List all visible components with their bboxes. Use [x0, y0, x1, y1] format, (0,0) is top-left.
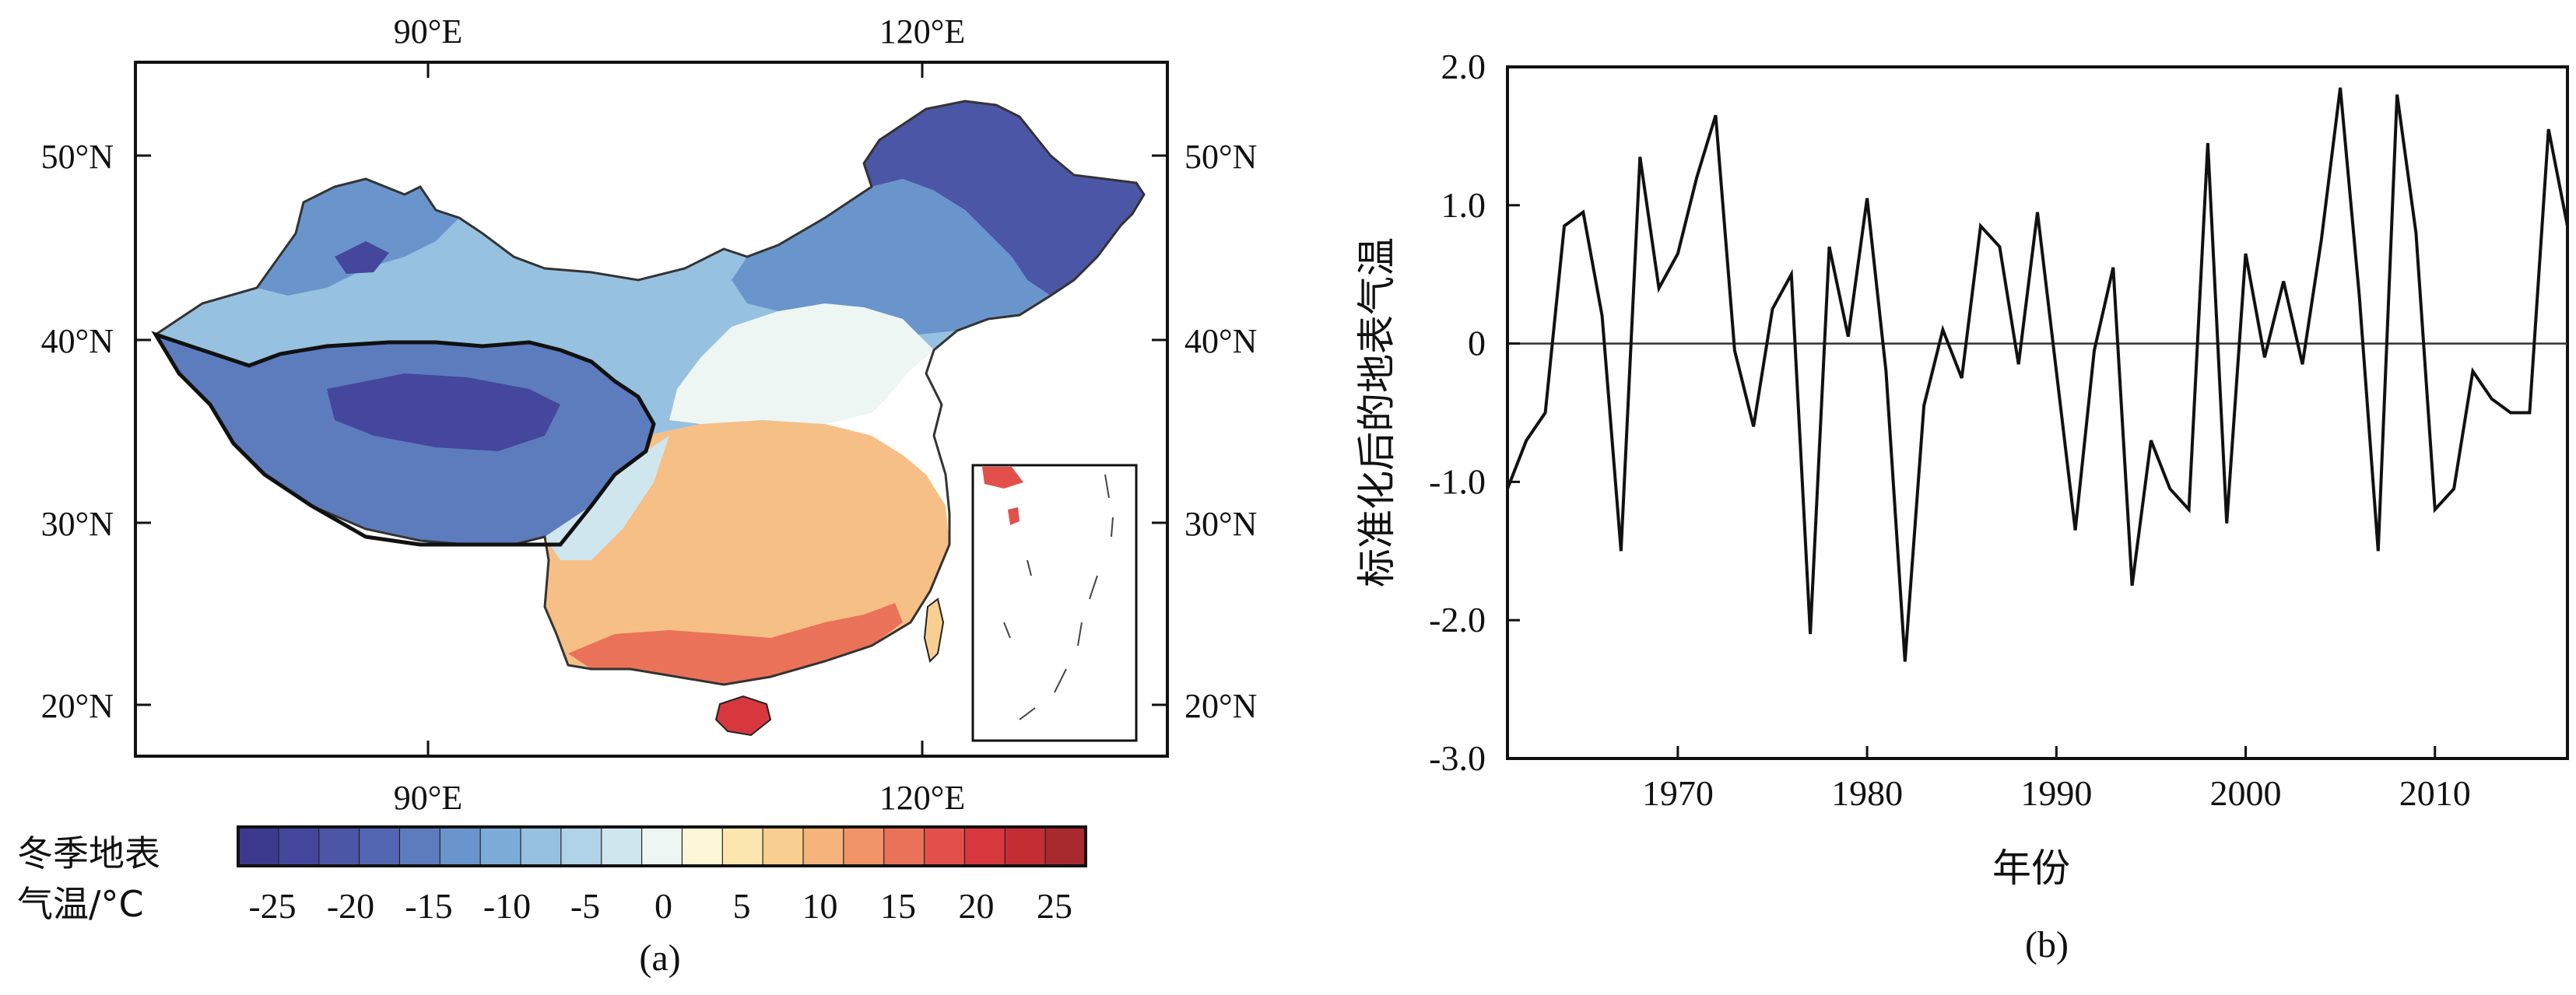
y-tick-label: -3.0: [1429, 738, 1486, 778]
y-tick-label: 0: [1468, 324, 1486, 363]
colorbar-swatch: [722, 827, 763, 866]
top-lon-tick-90: 90°E: [394, 12, 462, 51]
colorbar-swatch: [803, 827, 844, 866]
colorbar-tick-label: -5: [570, 886, 600, 926]
colorbar-tick-label: -20: [327, 886, 374, 926]
colorbar-tick-label: -10: [483, 886, 531, 926]
colorbar-swatch: [399, 827, 440, 866]
colorbar-swatch: [279, 827, 319, 866]
colorbar-tick-label: 20: [959, 886, 995, 926]
right-lat-tick-40: 40°N: [1184, 322, 1257, 360]
x-axis-label: 年份: [1992, 846, 2070, 891]
colorbar-title-line1: 冬季地表: [17, 832, 160, 874]
left-lat-tick-30: 30°N: [41, 505, 114, 543]
x-tick-label: 1980: [1831, 773, 1903, 813]
right-lat-tick-50: 50°N: [1184, 138, 1257, 176]
x-tick-label: 1970: [1642, 773, 1714, 813]
colorbar-swatch: [884, 827, 925, 866]
colorbar-swatch: [1045, 827, 1086, 866]
bottom-lon-tick-120: 120°E: [879, 779, 965, 817]
bottom-lon-tick-90: 90°E: [394, 779, 462, 817]
colorbar-tick-labels: -25 -20 -15 -10 -5 0 5 10 15 20 25: [248, 886, 1072, 926]
colorbar-tick-label: 0: [655, 886, 672, 926]
panel-b-label: (b): [2025, 924, 2069, 965]
colorbar-tick-label: 15: [880, 886, 916, 926]
colorbar-swatch: [642, 827, 683, 866]
colorbar-swatch: [440, 827, 480, 866]
right-lat-tick-30: 30°N: [1184, 505, 1257, 543]
y-axis-label: 标准化后的地表气温: [1354, 237, 1399, 587]
colorbar-swatch: [763, 827, 803, 866]
colorbar-swatch: [602, 827, 642, 866]
colorbar: [238, 827, 1086, 866]
x-tick-label: 1990: [2020, 773, 2092, 813]
y-tick-label: -1.0: [1429, 461, 1486, 501]
colorbar-swatch: [844, 827, 884, 866]
left-lat-tick-50: 50°N: [41, 138, 114, 176]
colorbar-swatch: [682, 827, 722, 866]
colorbar-tick-label: -15: [405, 886, 452, 926]
colorbar-swatch: [480, 827, 521, 866]
colorbar-tick-label: 5: [733, 886, 751, 926]
south-china-sea-inset: [973, 465, 1136, 741]
y-tick-label: 1.0: [1441, 185, 1486, 225]
colorbar-tick-label: -25: [248, 886, 296, 926]
colorbar-tick-label: 25: [1037, 886, 1072, 926]
colorbar-swatch: [1005, 827, 1045, 866]
panel-b-line-chart: 2.0 1.0 0 -1.0 -2.0 -3.0 1970 1980 1990 2000 2010…: [1354, 47, 2567, 965]
colorbar-title-line2: 气温/°C: [17, 883, 144, 925]
colorbar-swatch: [561, 827, 602, 866]
colorbar-swatch: [925, 827, 965, 866]
x-tick-label: 2010: [2399, 773, 2471, 813]
panel-a-label: (a): [639, 937, 680, 979]
colorbar-swatch: [360, 827, 400, 866]
top-lon-tick-120: 120°E: [879, 12, 965, 51]
left-lat-tick-20: 20°N: [41, 687, 114, 725]
panel-a-map: 90°E 120°E 90°E 120°E 50°N 40°N 30°N 20°…: [17, 12, 1257, 979]
colorbar-swatch: [238, 827, 279, 866]
right-lat-tick-20: 20°N: [1184, 687, 1257, 725]
left-lat-tick-40: 40°N: [41, 322, 114, 360]
colorbar-swatch: [964, 827, 1005, 866]
colorbar-swatch: [319, 827, 360, 866]
colorbar-swatch: [521, 827, 561, 866]
y-tick-label: 2.0: [1441, 47, 1486, 86]
y-tick-label: -2.0: [1429, 600, 1486, 639]
colorbar-tick-label: 10: [802, 886, 838, 926]
x-tick-label: 2000: [2210, 773, 2282, 813]
